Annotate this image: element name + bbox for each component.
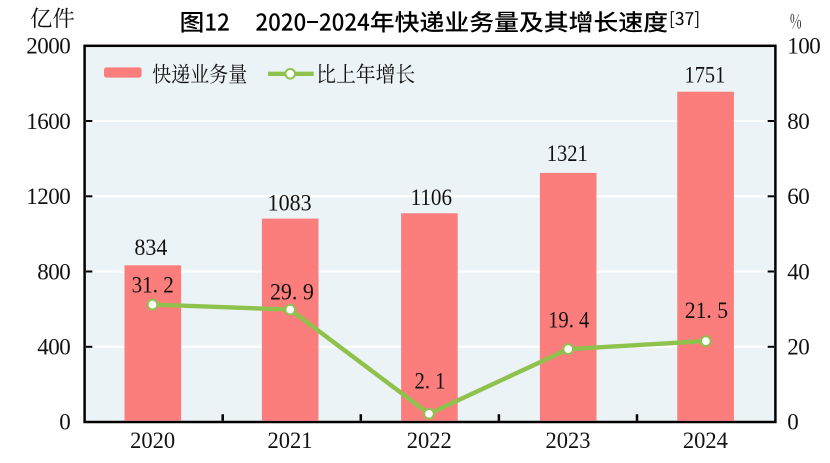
svg-text:2021: 2021: [268, 428, 313, 454]
svg-text:2. 1: 2. 1: [415, 368, 446, 394]
svg-text:20: 20: [787, 335, 809, 360]
svg-text:2020: 2020: [130, 428, 175, 454]
svg-text:40: 40: [787, 259, 809, 284]
svg-text:2000: 2000: [26, 33, 70, 58]
svg-text:1600: 1600: [26, 109, 70, 134]
svg-text:60: 60: [787, 184, 809, 209]
svg-text:1200: 1200: [26, 184, 70, 209]
svg-text:100: 100: [787, 33, 820, 58]
svg-text:2023: 2023: [546, 428, 591, 454]
svg-text:29. 9: 29. 9: [270, 279, 314, 305]
svg-text:31. 2: 31. 2: [132, 273, 174, 299]
svg-text:1106: 1106: [411, 185, 452, 210]
svg-text:1751: 1751: [685, 63, 726, 88]
svg-text:1321: 1321: [547, 141, 588, 166]
svg-text:400: 400: [37, 335, 70, 360]
svg-text:1083: 1083: [268, 190, 312, 215]
svg-text:2022: 2022: [407, 428, 452, 454]
svg-text:2024: 2024: [683, 428, 728, 454]
svg-text:19. 4: 19. 4: [548, 308, 589, 334]
svg-text:0: 0: [787, 410, 798, 435]
svg-text:80: 80: [787, 109, 809, 134]
svg-text:834: 834: [134, 235, 168, 260]
svg-text:800: 800: [37, 259, 70, 284]
svg-text:0: 0: [59, 410, 70, 435]
svg-text:21. 5: 21. 5: [685, 298, 728, 324]
